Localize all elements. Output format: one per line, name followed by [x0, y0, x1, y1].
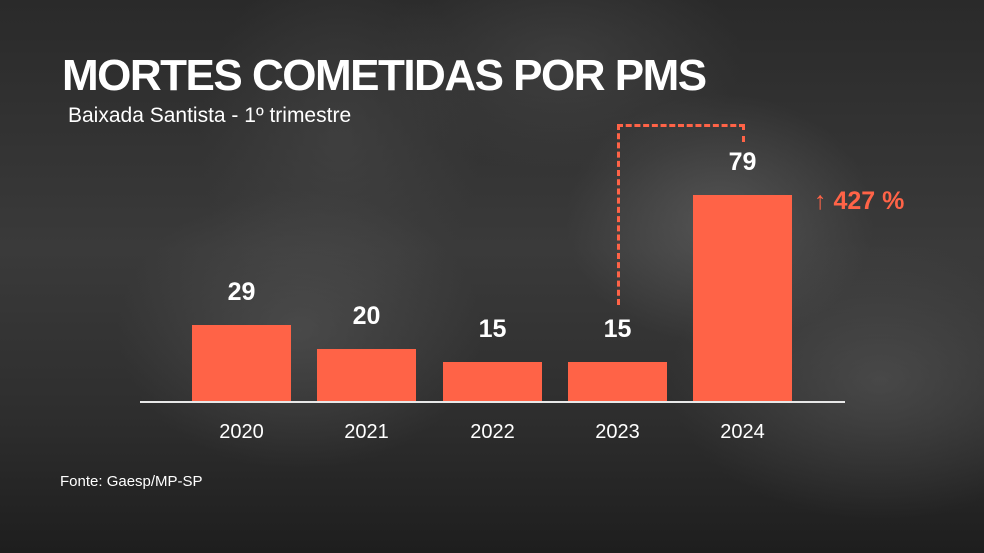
comparison-bracket-top — [617, 124, 745, 127]
value-label-2020: 29 — [227, 278, 256, 306]
x-tick-2022: 2022 — [470, 421, 515, 443]
chart-subtitle: Baixada Santista - 1º trimestre — [68, 104, 352, 127]
percent-change-annotation: ↑ 427 % — [814, 186, 904, 216]
arrow-up-icon: ↑ — [814, 187, 827, 215]
x-tick-2021: 2021 — [344, 421, 389, 443]
x-axis-line — [140, 401, 845, 403]
x-tick-2023: 2023 — [595, 421, 640, 443]
comparison-bracket-right — [742, 124, 745, 142]
bar-2022 — [443, 362, 542, 401]
x-tick-2020: 2020 — [219, 421, 264, 443]
value-label-2023: 15 — [603, 315, 632, 343]
value-label-2022: 15 — [478, 315, 507, 343]
value-label-2021: 20 — [352, 302, 381, 330]
bar-2023 — [568, 362, 667, 401]
chart-title: MORTES COMETIDAS POR PMS — [62, 51, 707, 100]
bar-2020 — [192, 325, 291, 401]
comparison-bracket-left — [617, 124, 620, 305]
x-tick-2024: 2024 — [720, 421, 765, 443]
bar-2024 — [693, 195, 792, 401]
bar-2021 — [317, 349, 416, 401]
source-note: Fonte: Gaesp/MP-SP — [60, 473, 203, 490]
percent-change-value: 427 % — [833, 187, 905, 215]
value-label-2024: 79 — [728, 148, 757, 176]
